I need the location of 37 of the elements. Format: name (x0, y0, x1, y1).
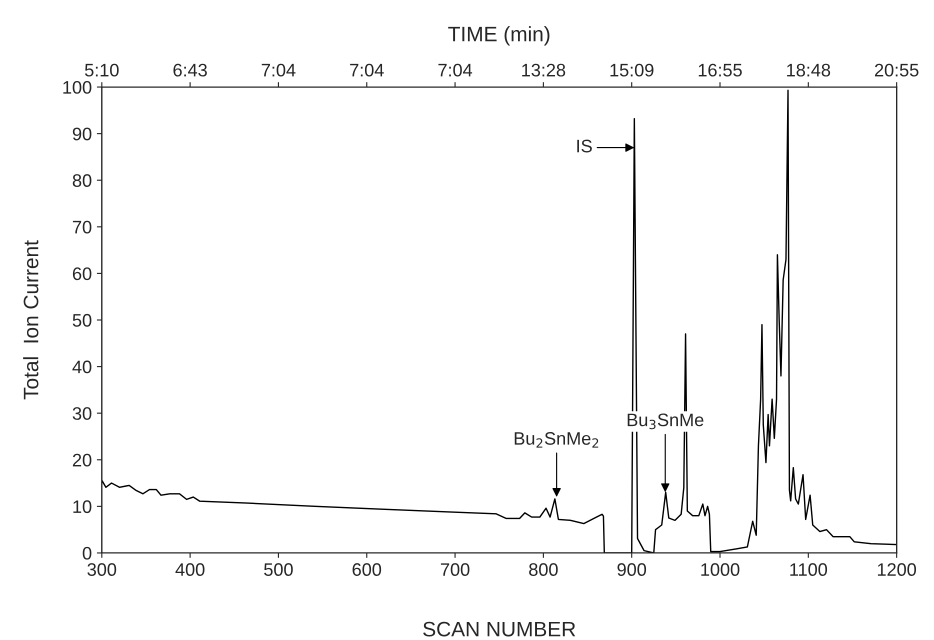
x-tick-label: 600 (352, 563, 382, 576)
x-tick-label: 800 (529, 563, 558, 576)
y-tick-label: 90 (72, 128, 92, 140)
y-tick-label: 10 (73, 500, 92, 514)
x-tick-label: 1000 (701, 563, 740, 576)
y-tick-label: 70 (72, 220, 92, 234)
x-tick-label: 1200 (878, 563, 916, 576)
y-tick-label: 80 (72, 174, 92, 187)
x-tick-label: 400 (175, 563, 204, 576)
annotation: Bu$_{3}$SnMe (628, 414, 704, 430)
text: 16:55 (698, 64, 742, 77)
y-tick-label: 60 (72, 267, 92, 280)
text: 7:04 (350, 64, 384, 77)
text: 18:48 (787, 64, 830, 77)
text: 5:10 (84, 64, 119, 77)
text: 13:28 (522, 64, 566, 77)
annotation: IS (577, 140, 592, 152)
y-tick-label: 0 (82, 546, 92, 560)
y-tick-label: 40 (72, 360, 92, 374)
y-tick-label: 20 (72, 454, 92, 466)
y-tick-label: 30 (72, 407, 92, 420)
y-axis-title: Total Ion Current (23, 240, 38, 400)
annotation: Bu$_{2}$SnMe$_{2}$ (514, 432, 598, 448)
text: 7:04 (438, 64, 472, 77)
x2-axis-title: TIME (min) (448, 26, 550, 46)
x-tick-label: 300 (87, 563, 116, 576)
x-axis-title: SCAN NUMBER (423, 622, 576, 636)
x-tick-label: 500 (264, 563, 293, 576)
x-tick-label: 900 (617, 563, 646, 576)
y-tick-label: 100 (63, 80, 92, 94)
y-tick-label: 50 (72, 314, 92, 327)
text: 7:04 (262, 64, 296, 77)
x-tick-label: 1100 (790, 563, 828, 576)
text: 6:43 (173, 64, 207, 77)
x-tick-label: 700 (440, 563, 470, 576)
text: 15:09 (610, 64, 654, 77)
text: 20:55 (874, 64, 918, 77)
